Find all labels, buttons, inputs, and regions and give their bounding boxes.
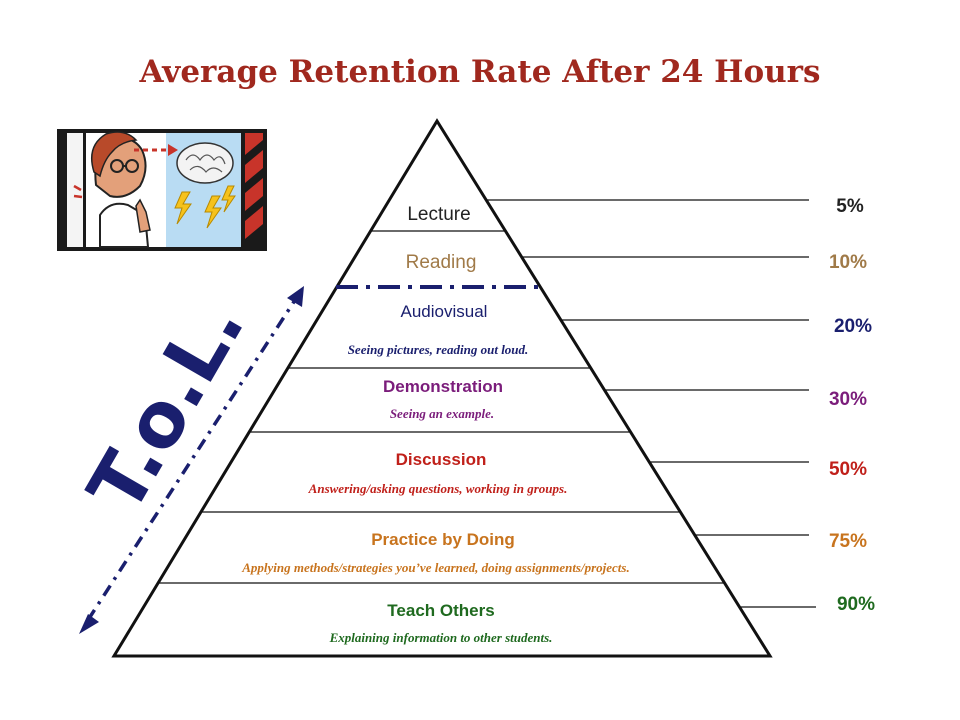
page-title: Average Retention Rate After 24 Hours bbox=[139, 54, 821, 90]
level-label-practice: Practice by Doing bbox=[371, 530, 515, 549]
level-desc-demonstration: Seeing an example. bbox=[390, 406, 494, 421]
level-label-demonstration: Demonstration bbox=[383, 377, 503, 396]
tol-label: T.o.L. bbox=[71, 285, 262, 527]
level-label-teach-others: Teach Others bbox=[387, 601, 494, 620]
dashdot-arrow-line bbox=[86, 296, 299, 621]
pyramid-dividers bbox=[158, 230, 725, 584]
percent-demonstration: 30% bbox=[829, 389, 867, 410]
percent-lecture: 5% bbox=[836, 196, 864, 217]
percent-discussion: 50% bbox=[829, 459, 867, 480]
level-label-reading: Reading bbox=[406, 252, 477, 273]
percent-reading: 10% bbox=[829, 252, 867, 273]
arrow-up-icon bbox=[287, 286, 304, 307]
level-label-lecture: Lecture bbox=[407, 204, 470, 225]
thinking-man-brain-icon bbox=[57, 129, 267, 251]
level-desc-discussion: Answering/asking questions, working in g… bbox=[308, 481, 568, 496]
level-desc-teach-others: Explaining information to other students… bbox=[329, 630, 553, 645]
percent-teach-others: 90% bbox=[837, 594, 875, 615]
level-label-audiovisual: Audiovisual bbox=[401, 302, 488, 321]
arrow-down-icon bbox=[79, 614, 99, 634]
percent-practice: 75% bbox=[829, 531, 867, 552]
level-label-discussion: Discussion bbox=[396, 450, 487, 469]
level-desc-practice: Applying methods/strategies you’ve learn… bbox=[241, 560, 629, 575]
percent-audiovisual: 20% bbox=[834, 316, 872, 337]
percentage-leader-lines bbox=[486, 199, 816, 608]
level-desc-audiovisual: Seeing pictures, reading out loud. bbox=[348, 342, 529, 357]
pyramid-outline bbox=[111, 118, 773, 658]
